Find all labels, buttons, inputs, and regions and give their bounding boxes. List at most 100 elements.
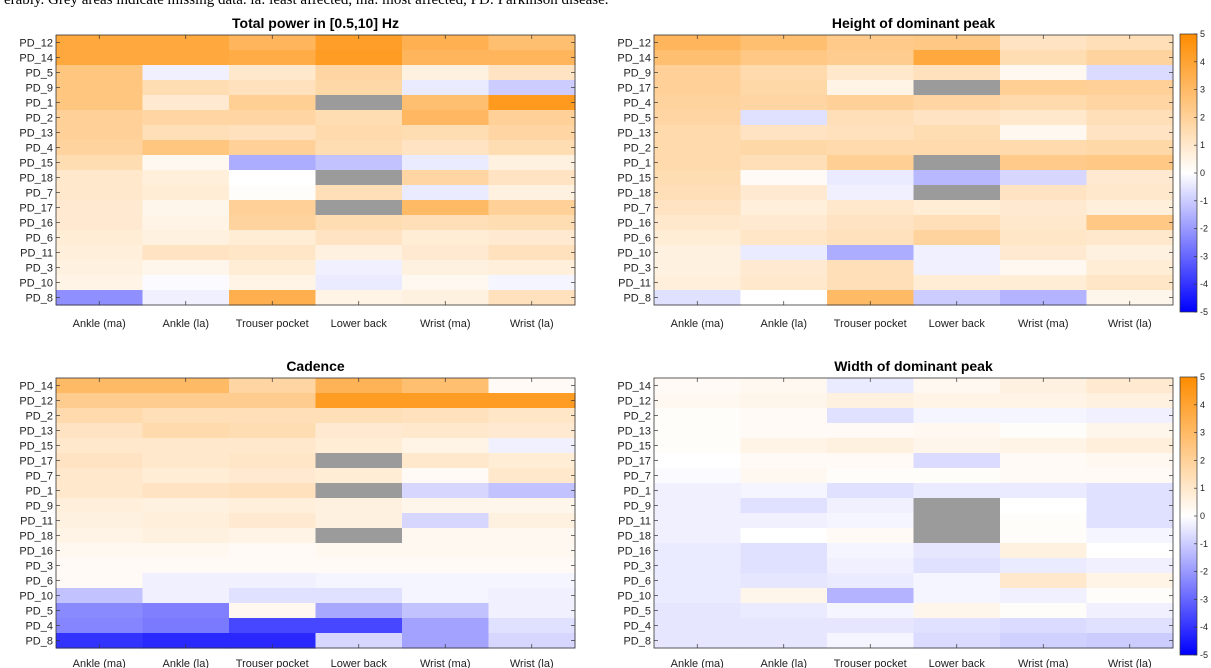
heatmap-cell (654, 125, 742, 141)
column-label: Lower back (331, 318, 388, 330)
heatmap-cell (142, 290, 230, 306)
heatmap-cell (142, 275, 230, 291)
row-label: PD_12 (617, 38, 651, 50)
heatmap-cell (142, 408, 230, 424)
heatmap-cell (654, 260, 742, 276)
row-label: PD_9 (623, 68, 651, 80)
heatmap-cell (315, 260, 403, 276)
column-label: Trouser pocket (236, 318, 309, 330)
heatmap-cell (229, 498, 317, 514)
heatmap-cell (740, 633, 828, 649)
heatmap-cell (740, 140, 828, 156)
colorbar-tick-label: 5 (1200, 29, 1205, 39)
heatmap-cell (488, 275, 576, 291)
heatmap-cell (229, 200, 317, 216)
heatmap-cell (913, 498, 1001, 514)
row-label: PD_12 (19, 396, 53, 408)
heatmap-cell (1000, 290, 1088, 306)
heatmap-cell (488, 35, 576, 51)
heatmap-cell (229, 393, 317, 409)
row-label: PD_4 (623, 621, 651, 633)
heatmap-cell (402, 438, 490, 454)
heatmap-cell (913, 275, 1001, 291)
heatmap-cell (740, 230, 828, 246)
heatmap-cell (740, 95, 828, 111)
heatmap-cell (142, 588, 230, 604)
heatmap-cell (740, 513, 828, 529)
heatmap-cell (488, 125, 576, 141)
heatmap-cell (142, 65, 230, 81)
heatmap-cell (654, 528, 742, 544)
heatmap-cell (315, 468, 403, 484)
row-label: PD_17 (19, 456, 53, 468)
heatmap-cell (315, 483, 403, 499)
heatmap-cell (402, 513, 490, 529)
heatmap-cell (488, 633, 576, 649)
row-label: PD_13 (617, 128, 651, 140)
heatmap-cell (488, 200, 576, 216)
heatmap-cell (488, 80, 576, 96)
heatmap-cell (1086, 215, 1174, 231)
heatmap-cell (1000, 95, 1088, 111)
colorbar-tick-label: 5 (1200, 372, 1205, 382)
column-label: Trouser pocket (834, 658, 907, 668)
heatmap-cell (913, 483, 1001, 499)
row-label: PD_10 (617, 591, 651, 603)
heatmap-cell (142, 423, 230, 439)
heatmap-cell (913, 453, 1001, 469)
heatmap-cell (315, 125, 403, 141)
heatmap-cell (229, 35, 317, 51)
heatmap-cell (1000, 618, 1088, 634)
heatmap-cell (56, 528, 144, 544)
heatmap-cell (1086, 483, 1174, 499)
heatmap-cell (1000, 80, 1088, 96)
heatmap-cell (740, 453, 828, 469)
heatmap-cell (56, 80, 144, 96)
heatmap-cell (913, 603, 1001, 619)
heatmap-cell (56, 603, 144, 619)
heatmap-cell (229, 603, 317, 619)
row-label: PD_16 (19, 218, 53, 230)
heatmap-cell (827, 423, 915, 439)
heatmap-cell (229, 290, 317, 306)
heatmap-cell (402, 588, 490, 604)
heatmap-cell (654, 558, 742, 574)
heatmap-cell (56, 543, 144, 559)
heatmap-cell (142, 603, 230, 619)
heatmap-cell (1086, 603, 1174, 619)
heatmap-cell (402, 185, 490, 201)
heatmap-cell (913, 50, 1001, 66)
heatmap-cell (654, 200, 742, 216)
heatmap-cell (56, 200, 144, 216)
row-label: PD_6 (623, 233, 651, 245)
heatmap-cell (402, 453, 490, 469)
heatmap-cell (827, 408, 915, 424)
heatmap-cell (315, 80, 403, 96)
heatmap-cell (654, 245, 742, 261)
column-label: Ankle (la) (163, 658, 209, 668)
heatmap-cell (56, 230, 144, 246)
heatmap-cell (229, 185, 317, 201)
colorbar-tick-label: -3 (1200, 594, 1208, 604)
heatmap-cell (402, 155, 490, 171)
heatmap-cell (488, 110, 576, 126)
heatmap-cell (740, 483, 828, 499)
heatmap-cell (56, 290, 144, 306)
heatmap-cell (740, 260, 828, 276)
heatmap-cell (56, 618, 144, 634)
heatmap-cell (827, 633, 915, 649)
heatmap-cell (654, 603, 742, 619)
heatmap-cell (827, 80, 915, 96)
heatmap-cell (827, 200, 915, 216)
panel-title: Width of dominant peak (834, 358, 993, 374)
heatmap-cell (1000, 230, 1088, 246)
heatmap-cell (56, 245, 144, 261)
heatmap-cell (740, 245, 828, 261)
row-label: PD_1 (623, 158, 651, 170)
heatmap-cell (402, 200, 490, 216)
column-label: Ankle (la) (761, 658, 807, 668)
heatmap-cell (1000, 573, 1088, 589)
heatmap-cell (229, 408, 317, 424)
heatmap-cell (56, 185, 144, 201)
heatmap-cell (1086, 230, 1174, 246)
